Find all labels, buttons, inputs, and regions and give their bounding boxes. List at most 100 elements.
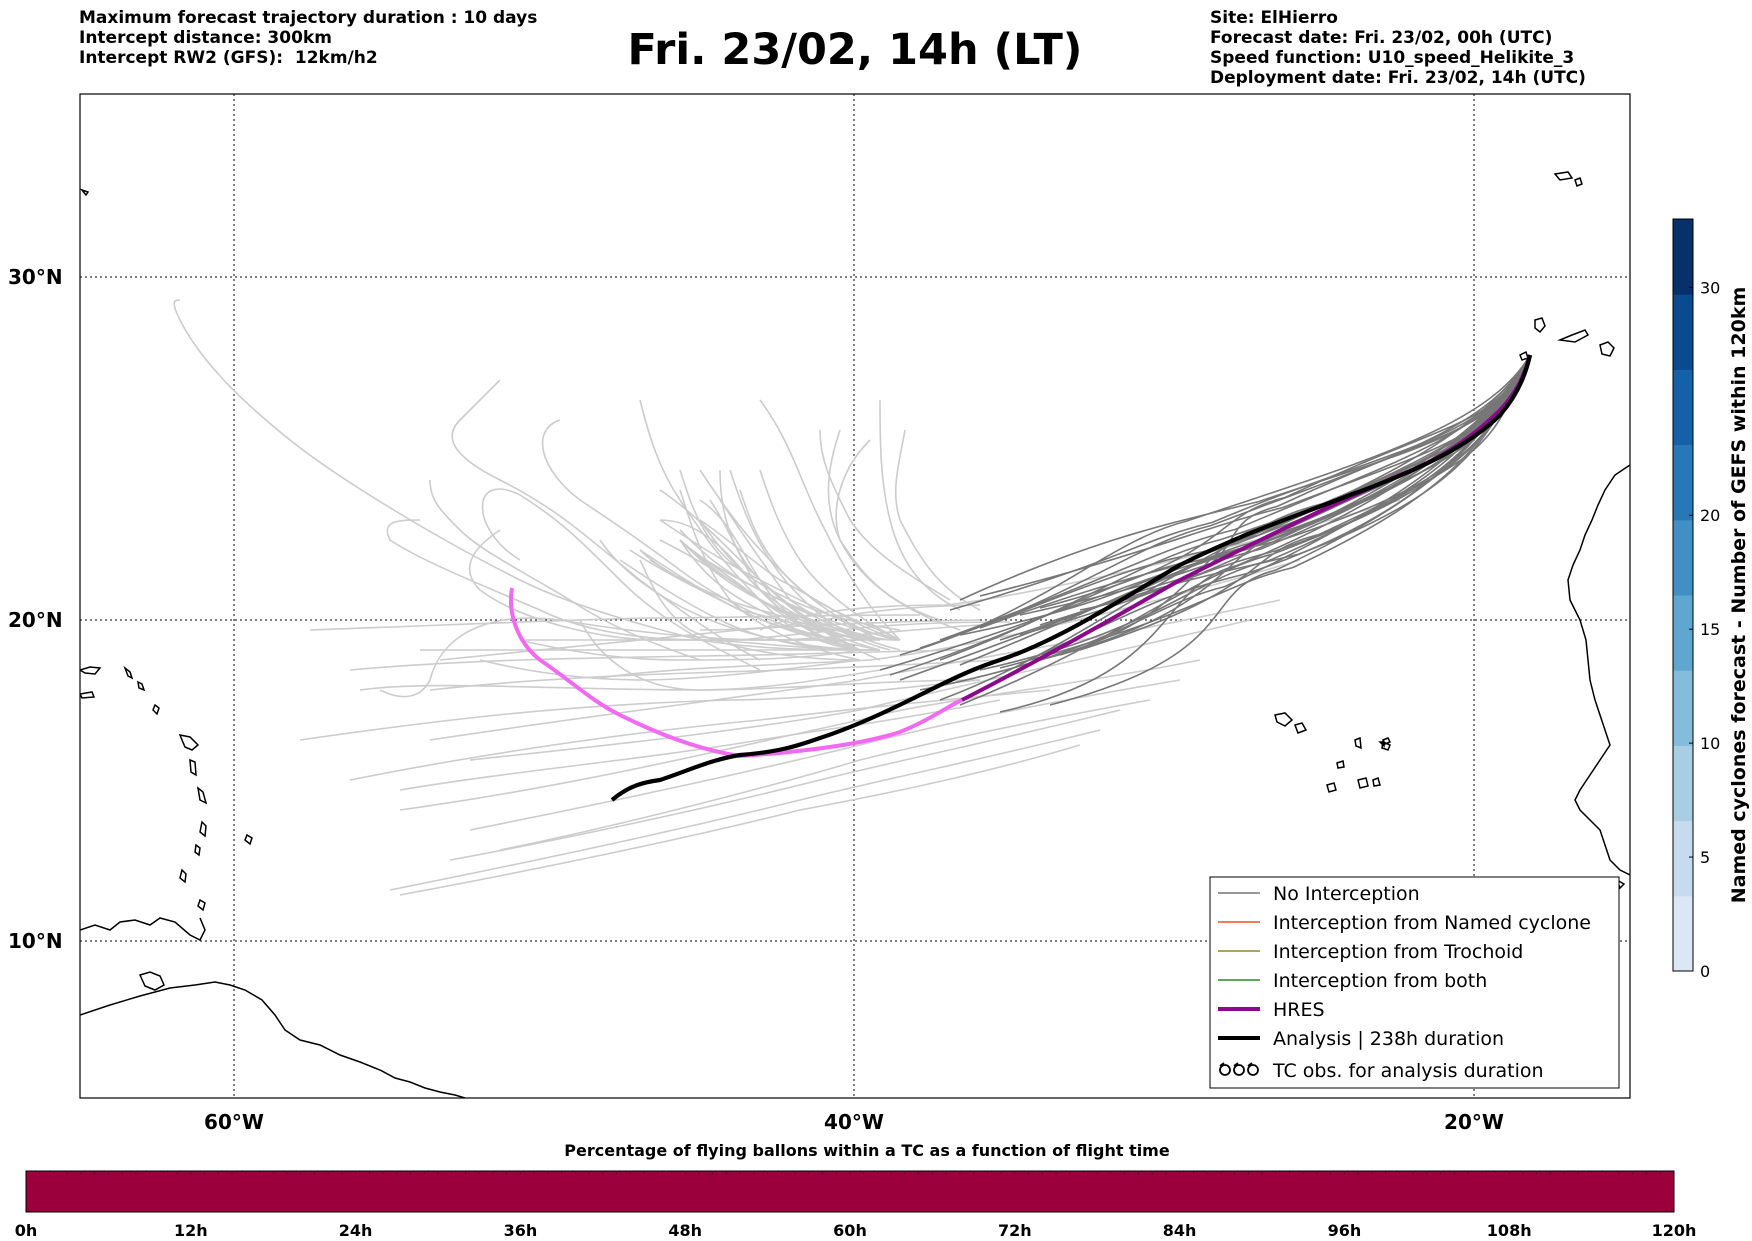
faint-track-67: [451, 379, 761, 661]
faint-track-8: [449, 709, 1121, 861]
faint-track-30: [759, 399, 901, 641]
faint-track-4: [469, 619, 1251, 761]
time-bar-tick-label: 120h: [1652, 1221, 1697, 1240]
legend: No Interception Interception from Named …: [1209, 876, 1620, 1089]
no-interception-track-5: [979, 354, 1531, 629]
legend-label-hres: HRES: [1273, 999, 1325, 1021]
faint-track-2: [599, 559, 1301, 679]
no-interception-track-14: [1039, 354, 1531, 626]
colorbar-ticks: 0 5 10 15 20 30: [1689, 278, 1720, 981]
coast-lesser-antilles-1: [123, 665, 134, 680]
time-bar-tick-label: 84h: [1163, 1221, 1197, 1240]
legend-label-analysis: Analysis | 238h duration: [1273, 1028, 1504, 1050]
forecast-date-text: Forecast date: Fri. 23/02, 00h (UTC): [1210, 28, 1553, 48]
faint-track-68: [429, 479, 701, 661]
faint-track-6: [469, 679, 1181, 831]
faint-track-24: [639, 559, 861, 661]
no-interception-track-26: [889, 354, 1531, 676]
faint-track-14: [359, 679, 981, 691]
faint-track-11: [399, 699, 1001, 791]
no-interception-track-18: [959, 354, 1531, 666]
time-bar-tick-label: 48h: [668, 1221, 702, 1240]
time-bar-tick-label: 96h: [1328, 1221, 1362, 1240]
analysis-track-group: [610, 354, 1533, 802]
colorbar-label: Named cyclones forecast - Number of GEFS…: [1728, 287, 1750, 904]
time-bar-tick-label: 12h: [174, 1221, 208, 1240]
colorbar-cell-9: [1673, 219, 1693, 295]
faint-track-34: [819, 429, 951, 601]
time-bar-tick-label: 60h: [833, 1221, 867, 1240]
header-left-info: Maximum forecast trajectory duration : 1…: [79, 8, 537, 68]
coast-lesser-antilles-3: [152, 703, 160, 716]
faint-track-31: [827, 429, 941, 621]
no-interception-track-6: [999, 354, 1531, 621]
colorbar-cell-0: [1673, 895, 1693, 972]
coast-cape-verde-3: [1354, 736, 1362, 750]
faint-track-65: [481, 488, 761, 671]
coastlines: [80, 171, 1630, 1098]
faint-track-56: [679, 539, 901, 641]
lat-label-30n: 30°N: [8, 265, 63, 289]
coast-cape-verde-1: [1274, 712, 1294, 727]
deployment-date-text: Deployment date: Fri. 23/02, 14h (UTC): [1210, 68, 1586, 88]
coast-puerto-rico: [80, 691, 96, 699]
coast-canary-2: [1557, 329, 1590, 343]
coast-cape-verde-8: [1372, 776, 1381, 787]
hres-track-early: [508, 587, 963, 759]
time-bar-title: Percentage of flying ballons within a TC…: [564, 1141, 1170, 1160]
faint-track-53: [679, 539, 881, 641]
faint-track-64: [699, 604, 981, 631]
coast-barbados: [244, 833, 253, 846]
faint-ensemble-tracks: [173, 299, 1401, 896]
speed-function-text: Speed function: U10_speed_Helikite_3: [1210, 48, 1575, 68]
faint-track-66: [541, 419, 841, 641]
no-interception-track-16: [1079, 354, 1531, 611]
tc-symbol-icon: [1219, 1064, 1231, 1076]
faint-track-5: [399, 659, 1201, 811]
time-bar-ticks: 0h 12h 24h 36h 48h 60h 72h 84h 96h 108h 120h: [15, 1221, 1697, 1240]
coast-cape-verde-5: [1381, 740, 1391, 751]
faint-track-7: [499, 699, 1151, 851]
no-interception-track-1: [899, 354, 1531, 656]
coast-south-america: [80, 981, 466, 1098]
faint-track-69: [173, 299, 881, 651]
no-interception-track-19: [979, 354, 1531, 671]
faint-track-51: [659, 489, 861, 651]
intercept-distance-text: Intercept distance: 300km: [79, 28, 332, 48]
coast-madeira-2: [1574, 177, 1583, 187]
faint-track-45: [739, 489, 901, 641]
faint-track-63: [739, 621, 1011, 641]
legend-label-named-cyclone: Interception from Named cyclone: [1273, 912, 1591, 934]
colorbar-frame: [1672, 218, 1694, 972]
coast-grenada: [179, 868, 187, 884]
coast-venezuela-bay: [80, 917, 206, 942]
map-frame: [79, 93, 1631, 1099]
no-interception-track-7: [1019, 354, 1531, 616]
coast-cape-verde-2: [1294, 722, 1308, 734]
colorbar-cell-4: [1673, 595, 1693, 671]
time-bar-tick-label: 72h: [998, 1221, 1032, 1240]
no-interception-tracks: [879, 354, 1531, 713]
page-title: Fri. 23/02, 14h (LT): [627, 25, 1083, 75]
coast-guadeloupe: [178, 733, 200, 751]
coast-cape-verde-6: [1326, 782, 1337, 793]
lat-label-10n: 10°N: [8, 929, 63, 953]
legend-label-both: Interception from both: [1273, 970, 1487, 992]
coast-madeira: [1553, 171, 1574, 181]
faint-track-70: [386, 519, 881, 651]
time-bar-tick-label: 24h: [339, 1221, 373, 1240]
no-interception-track-2: [919, 354, 1531, 649]
legend-label-trochoid: Interception from Trochoid: [1273, 941, 1523, 963]
no-interception-track-31: [999, 354, 1531, 713]
faint-track-57: [629, 549, 881, 651]
coast-tobago: [197, 898, 206, 912]
coast-canary-3: [1599, 341, 1615, 357]
coast-st-lucia: [199, 820, 207, 838]
colorbar-tick-label: 20: [1700, 506, 1720, 525]
tc-symbol-icon: [1247, 1064, 1259, 1076]
coast-canary-1: [1534, 317, 1546, 334]
faint-track-15: [429, 659, 1001, 691]
lon-label-40w: 40°W: [824, 1110, 884, 1134]
no-interception-track-24: [1079, 354, 1531, 651]
